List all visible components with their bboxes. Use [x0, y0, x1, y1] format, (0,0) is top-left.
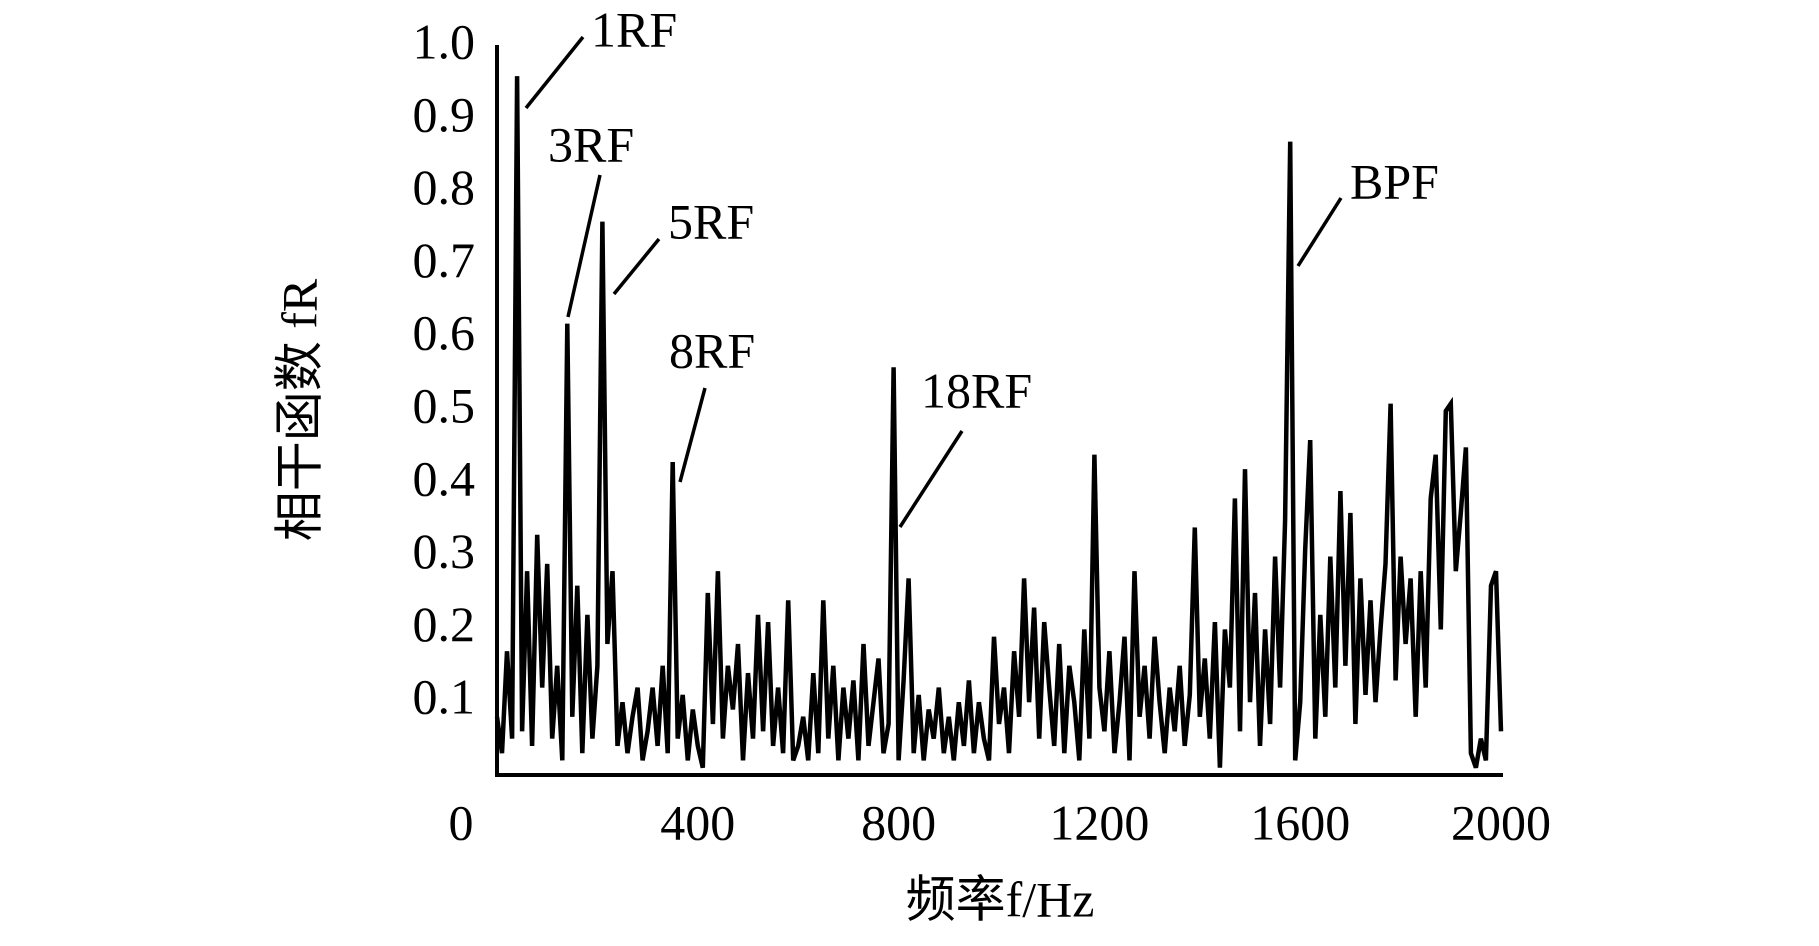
annotation-line — [566, 174, 602, 318]
x-axis-label: 频率f/Hz — [906, 871, 1095, 927]
annotation-line — [678, 387, 707, 483]
y-tick-label: 1.0 — [413, 13, 476, 69]
annotation: 1RF — [591, 1, 677, 57]
x-tick-label: 1600 — [1250, 794, 1350, 850]
x-tick-label: 2000 — [1451, 794, 1551, 850]
annotation-line — [898, 430, 964, 528]
x-tick-label: 0 — [449, 794, 474, 850]
y-tick-label: 0.5 — [413, 377, 476, 433]
y-tick-label: 0.2 — [413, 596, 476, 652]
annotation: 18RF — [921, 362, 1032, 418]
y-tick-label: 0.1 — [413, 669, 476, 725]
y-tick-label: 0.6 — [413, 305, 476, 361]
annotation-line — [524, 35, 585, 110]
x-tick-label: 800 — [861, 794, 936, 850]
data-line — [494, 76, 1504, 769]
y-tick-label: 0.8 — [413, 159, 476, 215]
annotation: 3RF — [548, 116, 634, 172]
y-tick-label: 0.3 — [413, 523, 476, 579]
y-tick-label: 0.7 — [413, 232, 476, 288]
y-tick-label: 0.4 — [413, 450, 476, 506]
annotation-line — [612, 237, 661, 296]
annotation: 8RF — [669, 322, 755, 378]
y-axis-label: 相干函数 fR — [271, 278, 327, 541]
annotation: 5RF — [668, 193, 754, 249]
x-tick-label: 400 — [660, 794, 735, 850]
y-tick-label: 0.9 — [413, 86, 476, 142]
annotation-line — [1296, 197, 1343, 267]
annotation: BPF — [1350, 153, 1439, 209]
x-tick-label: 1200 — [1049, 794, 1149, 850]
